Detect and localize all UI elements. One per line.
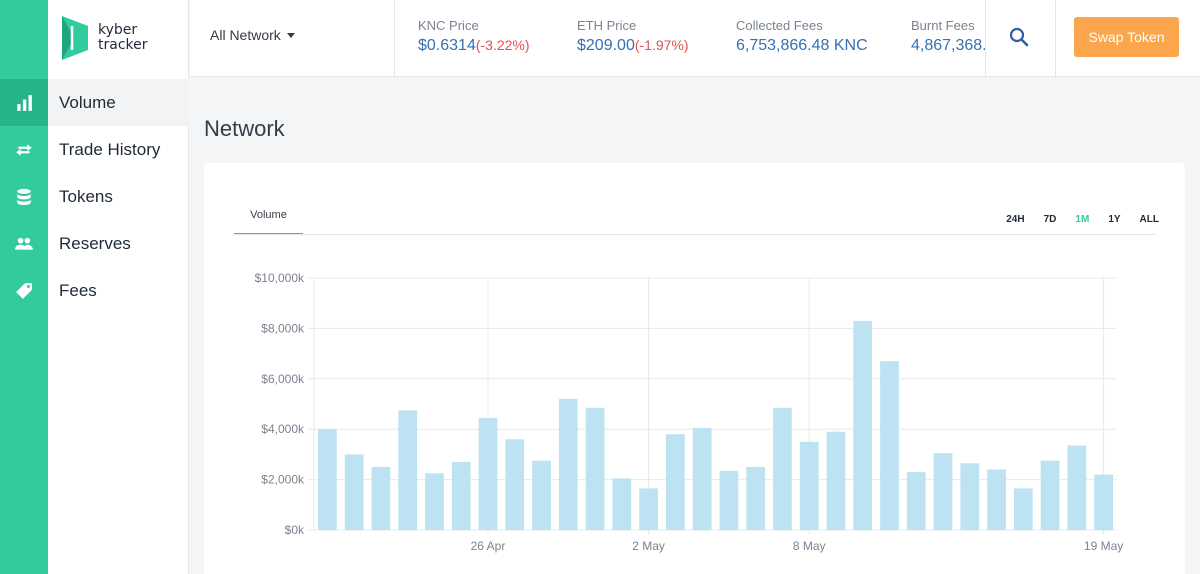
logo-line-1: kyber — [98, 22, 138, 38]
y-tick-label: $2,000k — [261, 473, 305, 487]
bar — [1040, 460, 1060, 530]
eth-price-value-row: $209.00(-1.97%) — [577, 37, 689, 55]
eth-price-change: (-1.97%) — [634, 37, 689, 53]
y-tick-label: $6,000k — [261, 372, 305, 386]
knc-price-stat: KNC Price $0.6314(-3.22%) — [418, 18, 530, 55]
range-1m[interactable]: 1M — [1075, 214, 1090, 225]
nav-item-tokens[interactable]: Tokens — [59, 186, 113, 206]
bar — [451, 461, 471, 530]
rail-reserves[interactable] — [0, 220, 48, 267]
kyber-logo-icon — [62, 16, 88, 60]
y-tick-label: $0k — [285, 523, 305, 537]
knc-price-change: (-3.22%) — [475, 37, 530, 53]
bar — [853, 320, 873, 530]
bar — [1013, 488, 1033, 530]
bar — [478, 417, 498, 530]
nav-item-reserves[interactable]: Reserves — [59, 233, 131, 253]
bar — [371, 467, 391, 530]
bar — [773, 407, 792, 530]
collected-fees-stat: Collected Fees 6,753,866.48 KNC — [736, 18, 868, 55]
bar — [585, 407, 605, 530]
header-divider — [394, 0, 395, 77]
icon-rail — [0, 0, 48, 574]
bar — [960, 463, 980, 530]
search-icon — [1009, 27, 1029, 47]
volume-bar-chart: $0k $2,000k $4,000k $6,000k $8,000k $10,000k 2… — [255, 271, 1124, 553]
header-divider — [1055, 0, 1056, 77]
knc-price-value-row: $0.6314(-3.22%) — [418, 37, 530, 55]
rail-tokens[interactable] — [0, 173, 48, 220]
x-tick-label: 26 Apr — [471, 539, 506, 553]
nav-item-trade-history[interactable]: Trade History — [59, 139, 161, 159]
eth-price-stat: ETH Price $209.00(-1.97%) — [577, 18, 689, 55]
bar — [719, 470, 739, 530]
range-24h[interactable]: 24H — [1006, 214, 1025, 225]
x-tick-label: 8 May — [793, 539, 826, 553]
bar — [1094, 474, 1113, 530]
bar — [906, 472, 926, 530]
bar — [880, 361, 899, 530]
rail-fees[interactable] — [0, 267, 48, 314]
swap-arrows-icon — [16, 143, 32, 156]
bar — [826, 431, 846, 530]
knc-price-label: KNC Price — [418, 18, 479, 33]
bar — [344, 454, 364, 530]
tab-underline — [234, 234, 1156, 235]
bar — [665, 434, 685, 530]
bar — [318, 429, 337, 530]
search-button[interactable] — [1008, 26, 1030, 48]
page-title: Network — [204, 116, 285, 141]
bar — [612, 478, 632, 530]
nav-panel: kyber tracker Volume Trade History Token… — [48, 0, 189, 574]
bar-chart-icon — [17, 94, 32, 111]
bar — [532, 460, 551, 530]
eth-price-label: ETH Price — [577, 18, 637, 33]
bar — [639, 488, 658, 530]
range-7d[interactable]: 7D — [1043, 214, 1057, 225]
bar — [799, 441, 819, 530]
bar — [398, 410, 418, 530]
logo-text: kyber tracker — [98, 23, 148, 53]
y-tick-label: $10,000k — [255, 271, 305, 285]
eth-price-value: $209.00 — [577, 37, 635, 54]
kyber-logo[interactable]: kyber tracker — [58, 10, 178, 66]
bar — [746, 467, 766, 530]
bar — [987, 469, 1006, 530]
range-selector: 24H 7D 1M 1Y ALL — [987, 214, 1159, 225]
rail-volume[interactable] — [0, 79, 48, 126]
header: All Network KNC Price $0.6314(-3.22%) ET… — [190, 0, 1200, 77]
knc-price-value: $0.6314 — [418, 37, 476, 54]
range-all[interactable]: ALL — [1139, 214, 1159, 225]
burnt-fees-value: 4,867,368. — [911, 37, 985, 54]
rail-trade-history[interactable] — [0, 126, 48, 173]
bar — [692, 427, 712, 530]
bar — [505, 439, 525, 530]
bar — [1067, 445, 1087, 530]
burnt-fees-label: Burnt Fees — [911, 18, 975, 33]
nav-item-volume[interactable]: Volume — [48, 79, 189, 126]
chart-card: Volume 24H 7D 1M 1Y ALL $0k $2,000k $4,000k $6,… — [204, 163, 1185, 574]
bar — [933, 453, 953, 530]
x-tick-label: 2 May — [632, 539, 665, 553]
users-icon — [15, 237, 33, 250]
database-icon — [17, 188, 31, 205]
range-1y[interactable]: 1Y — [1108, 214, 1121, 225]
logo-line-2: tracker — [98, 37, 148, 53]
tag-icon — [16, 282, 32, 299]
network-select[interactable]: All Network — [210, 27, 295, 43]
burnt-fees-stat: Burnt Fees 4,867,368. — [911, 18, 985, 55]
header-divider — [985, 0, 986, 77]
bar — [425, 473, 444, 530]
bar — [558, 398, 578, 530]
nav-item-fees[interactable]: Fees — [59, 280, 97, 300]
y-tick-label: $4,000k — [261, 422, 305, 436]
collected-fees-label: Collected Fees — [736, 18, 823, 33]
collected-fees-value: 6,753,866.48 KNC — [736, 37, 868, 54]
caret-down-icon — [286, 32, 295, 38]
x-tick-label: 19 May — [1084, 539, 1123, 553]
y-tick-label: $8,000k — [261, 321, 305, 335]
swap-token-button[interactable]: Swap Token — [1074, 17, 1179, 57]
network-select-label: All Network — [210, 27, 281, 43]
